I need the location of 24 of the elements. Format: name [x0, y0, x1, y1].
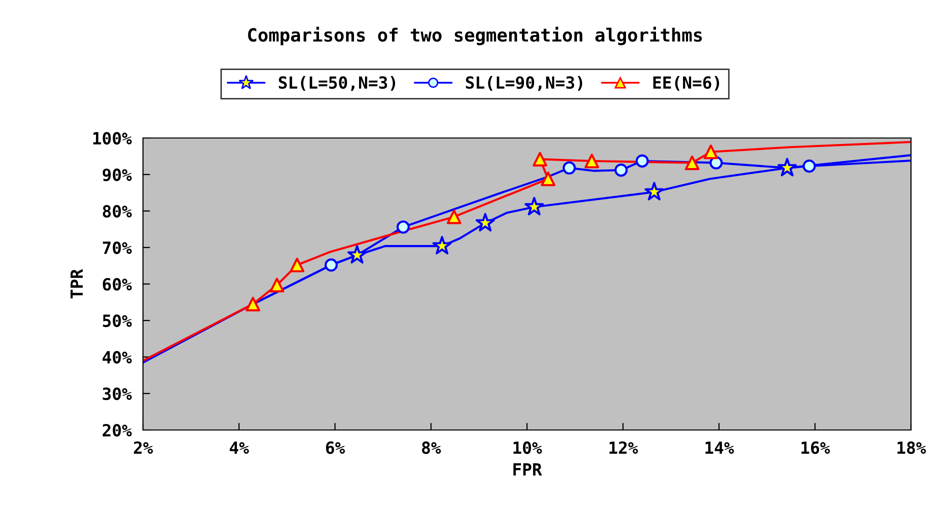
- y-tick-label: 50%: [102, 314, 132, 328]
- y-tick-label: 100%: [93, 132, 132, 145]
- legend-label: EE(N=6): [653, 76, 720, 91]
- y-tick-label: 60%: [102, 278, 132, 291]
- y-axis-title: TPR: [70, 268, 83, 298]
- chart-title: Comparisons of two segmentation algorithms: [248, 26, 702, 46]
- x-axis-title: FPR: [513, 463, 542, 476]
- x-tick-label: 18%: [897, 441, 926, 454]
- x-tick-label: 16%: [801, 441, 830, 454]
- x-tick-label: 8%: [422, 441, 441, 454]
- y-tick-label: 80%: [102, 204, 132, 218]
- x-tick-label: 10%: [513, 441, 542, 454]
- x-tick-label: 12%: [609, 441, 638, 454]
- legend-label: SL(L=90,N=3): [466, 76, 582, 91]
- y-tick-label: 30%: [102, 387, 132, 400]
- x-tick-label: 14%: [705, 442, 734, 454]
- x-tick-label: 2%: [134, 441, 153, 454]
- x-tick-label: 6%: [326, 441, 345, 454]
- y-tick-label: 20%: [102, 424, 132, 437]
- y-tick-label: 70%: [102, 241, 132, 254]
- y-tick-label: 90%: [102, 168, 132, 182]
- y-tick-label: 40%: [102, 350, 132, 364]
- legend-label: SL(L=50,N=3): [278, 76, 396, 91]
- x-tick-label: 4%: [230, 442, 249, 454]
